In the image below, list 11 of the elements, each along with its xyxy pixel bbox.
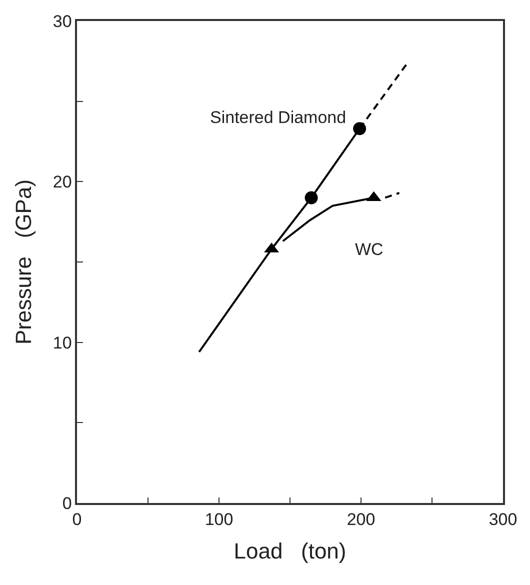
x-tick-label: 200 [346,510,376,530]
x-axis-title: Load (ton) [234,538,346,564]
x-tick-label: 300 [488,510,518,530]
series-label: Sintered Diamond [210,108,346,127]
y-tick-label: 20 [52,172,72,192]
text: WC [355,240,384,259]
y-tick-label: 0 [62,494,72,513]
x-tick-label: 100 [204,510,234,530]
y-axis-title: Pressure (GPa) [11,179,36,345]
y-tick-label: 30 [52,12,72,31]
y-tick-label: 10 [52,333,72,352]
